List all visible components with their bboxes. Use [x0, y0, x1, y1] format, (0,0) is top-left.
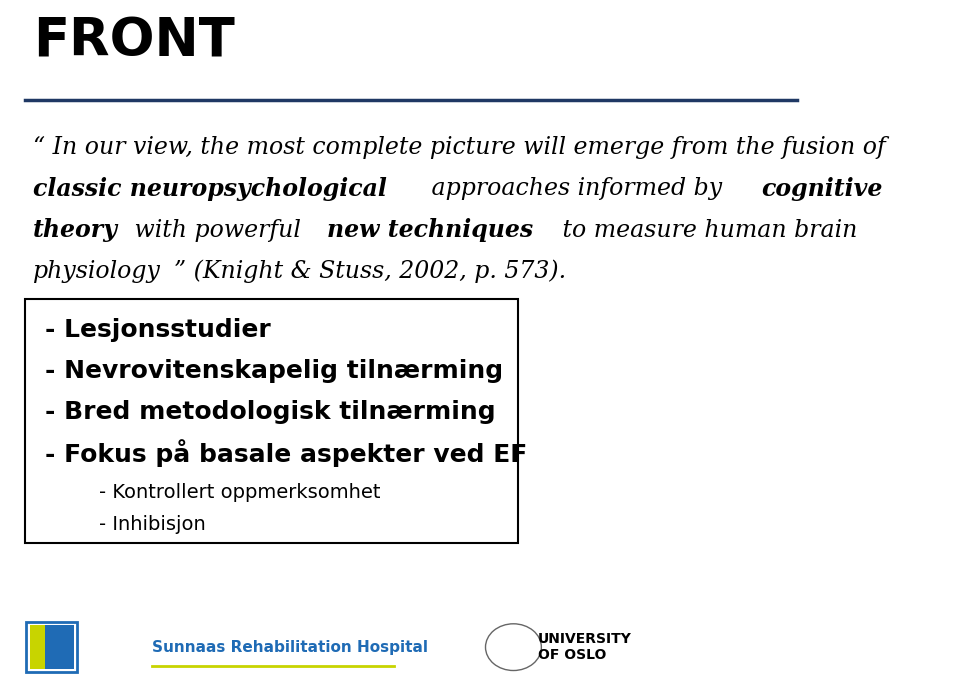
Text: classic neuropsychological: classic neuropsychological — [33, 177, 387, 201]
Text: Sunnaas Rehabilitation Hospital: Sunnaas Rehabilitation Hospital — [152, 640, 428, 655]
Text: - Inhibisjon: - Inhibisjon — [99, 515, 205, 534]
Text: “ In our view, the most complete picture will emerge from the fusion of: “ In our view, the most complete picture… — [33, 136, 886, 159]
Bar — [30, 625, 74, 669]
Text: theory: theory — [33, 218, 118, 242]
Bar — [45, 625, 74, 669]
Text: to measure human brain: to measure human brain — [555, 218, 857, 242]
Text: new techniques: new techniques — [327, 218, 533, 242]
Text: UNIVERSITY
OF OSLO: UNIVERSITY OF OSLO — [538, 632, 632, 662]
Text: FRONT: FRONT — [33, 15, 234, 67]
Text: - Kontrollert oppmerksomhet: - Kontrollert oppmerksomhet — [99, 483, 380, 502]
Text: - Lesjonsstudier: - Lesjonsstudier — [45, 318, 271, 341]
Text: approaches informed by: approaches informed by — [423, 177, 730, 201]
Text: cognitive: cognitive — [761, 177, 882, 201]
Text: - Nevrovitenskapelig tilnærming: - Nevrovitenskapelig tilnærming — [45, 359, 503, 383]
Text: physiology: physiology — [33, 260, 160, 283]
Text: ” (Knight & Stuss, 2002, p. 573).: ” (Knight & Stuss, 2002, p. 573). — [174, 260, 566, 283]
Bar — [26, 622, 77, 672]
Text: - Fokus på basale aspekter ved EF: - Fokus på basale aspekter ved EF — [45, 440, 527, 467]
Text: with powerful: with powerful — [127, 218, 308, 242]
Text: - Bred metodologisk tilnærming: - Bred metodologisk tilnærming — [45, 401, 495, 424]
